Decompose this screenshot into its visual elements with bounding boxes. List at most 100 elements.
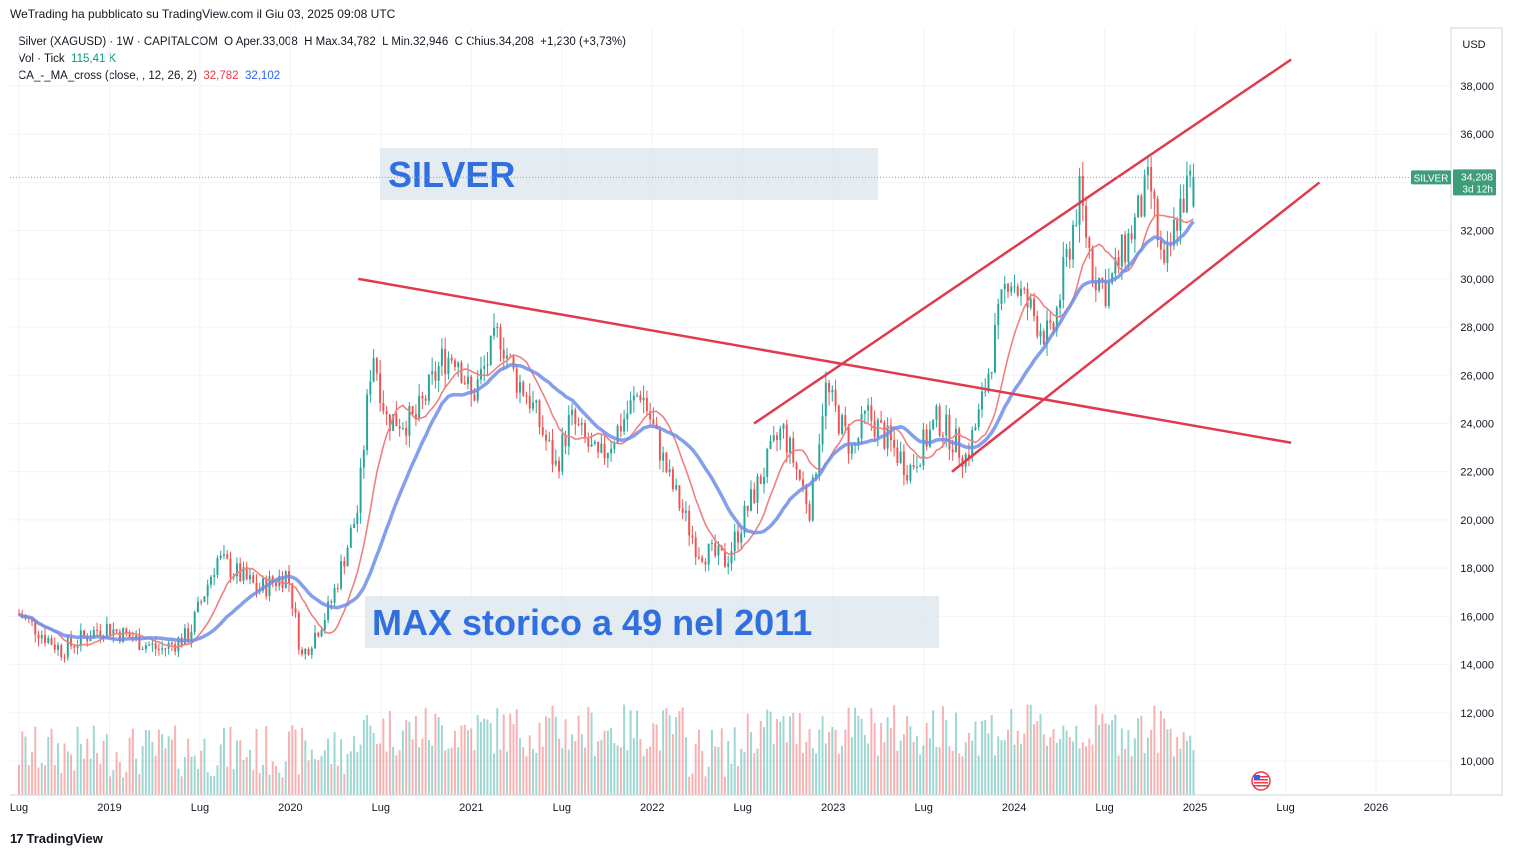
candle-body: [112, 629, 115, 636]
volume-bar: [27, 765, 30, 795]
candle-body: [183, 628, 186, 646]
candle-body: [776, 435, 778, 441]
tradingview-logo-icon: 17: [10, 831, 24, 846]
grid-lines: [10, 28, 1450, 795]
annotations[interactable]: SILVER MAX storico a 49 nel 2011: [365, 148, 939, 648]
volume-bar: [697, 729, 700, 795]
candle-body: [818, 444, 821, 475]
candle-body: [870, 405, 873, 421]
volume-bar: [235, 740, 238, 795]
candle-body: [330, 601, 333, 603]
volume-bar: [414, 716, 417, 795]
volume-bar: [743, 752, 746, 795]
candle-body: [662, 452, 665, 461]
volume-bar: [141, 745, 144, 795]
volume-bar: [109, 776, 112, 795]
volume-bar: [912, 741, 915, 795]
candle-body: [1072, 224, 1075, 260]
volume-bar: [239, 740, 242, 795]
candle-body: [1033, 298, 1035, 316]
candle-body: [984, 391, 987, 393]
volume-bar: [209, 775, 212, 795]
candle-body: [863, 410, 866, 414]
volume-bar: [255, 728, 258, 795]
candle-body: [1036, 315, 1039, 337]
volume-bar: [167, 736, 170, 795]
volume-bar: [1098, 724, 1101, 795]
x-tick-label: Lug: [734, 802, 752, 814]
legend-volume-label[interactable]: Vol · Tick: [18, 53, 65, 65]
candle-body: [733, 531, 736, 552]
volume-bar: [704, 776, 707, 795]
legend-ma-label[interactable]: CA_-_MA_cross (close, , 12, 26, 2): [18, 70, 197, 82]
volume-bar: [889, 727, 892, 795]
candle-body: [847, 426, 850, 454]
candle-body: [37, 634, 40, 639]
candle-body: [694, 537, 697, 558]
legend-ma-fast-value: 32,782: [203, 70, 239, 82]
volume-bar: [1052, 729, 1055, 795]
candle-body: [349, 527, 352, 548]
volume-bar: [1146, 737, 1149, 795]
volume-bar: [629, 710, 632, 795]
volume-bar: [362, 720, 365, 795]
candle-body: [1007, 283, 1009, 292]
volume-bar: [782, 715, 785, 795]
volume-bar: [642, 756, 645, 795]
candle-body: [222, 554, 225, 556]
candle-body: [76, 645, 79, 648]
volume-bar: [951, 750, 954, 795]
candle-body: [772, 435, 775, 441]
candle-body: [515, 368, 518, 393]
tradingview-footer[interactable]: 17 TradingView: [10, 831, 103, 846]
volume-bar: [935, 746, 938, 795]
y-tick-label: 16,000: [1460, 611, 1494, 623]
volume-bar: [154, 755, 157, 795]
candle-body: [571, 409, 574, 415]
volume-bar: [558, 738, 561, 795]
trendline: [951, 181, 1321, 473]
volume-bar: [701, 750, 704, 795]
candle-body: [880, 420, 883, 423]
volume-bar: [242, 759, 245, 795]
candle-body: [509, 355, 512, 357]
volume-bar: [183, 757, 186, 795]
candle-body: [278, 575, 281, 586]
candle-body: [157, 648, 160, 650]
volume-bar: [863, 734, 866, 795]
x-tick-label: 2025: [1183, 802, 1207, 814]
volume-bar: [395, 755, 398, 795]
candle-body: [506, 355, 508, 359]
volume-bar: [720, 728, 723, 795]
x-tick-label: 2022: [640, 802, 664, 814]
volume-bar: [1055, 743, 1058, 795]
candle-body: [89, 638, 92, 642]
trendline: [753, 58, 1292, 425]
candle-body: [1117, 257, 1120, 267]
volume-bar: [1114, 714, 1117, 795]
volume-bar: [899, 740, 902, 795]
candle-body: [613, 443, 616, 449]
volume-bar: [792, 712, 795, 795]
candle-body: [502, 349, 505, 359]
volume-bar: [639, 739, 642, 795]
volume-bar: [714, 746, 717, 795]
volume-bar: [343, 773, 346, 795]
volume-bar: [262, 764, 264, 795]
legend-symbol[interactable]: Silver (XAGUSD) · 1W · CAPITALCOM: [18, 36, 218, 48]
volume-bar: [203, 738, 206, 795]
candle-body: [473, 394, 476, 401]
volume-bar: [710, 729, 713, 795]
volume-bar: [1104, 723, 1107, 795]
trendlines[interactable]: [358, 58, 1321, 473]
legend-c-label: C: [454, 36, 463, 48]
volume-bar: [821, 716, 824, 795]
volume-bar: [1003, 740, 1006, 795]
volume-bar: [964, 742, 967, 795]
candle-body: [323, 620, 326, 631]
candle-body: [340, 561, 343, 589]
candle-body: [519, 381, 521, 393]
volume-bar: [275, 766, 277, 795]
candle-body: [1133, 217, 1136, 240]
